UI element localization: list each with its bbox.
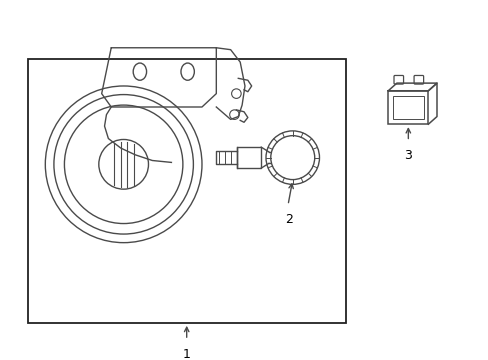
Bar <box>237 147 261 168</box>
Text: 3: 3 <box>404 149 411 162</box>
Bar <box>216 151 237 164</box>
Text: 2: 2 <box>285 213 292 226</box>
Bar <box>28 59 346 323</box>
Text: 1: 1 <box>183 348 190 360</box>
Bar <box>392 95 423 120</box>
